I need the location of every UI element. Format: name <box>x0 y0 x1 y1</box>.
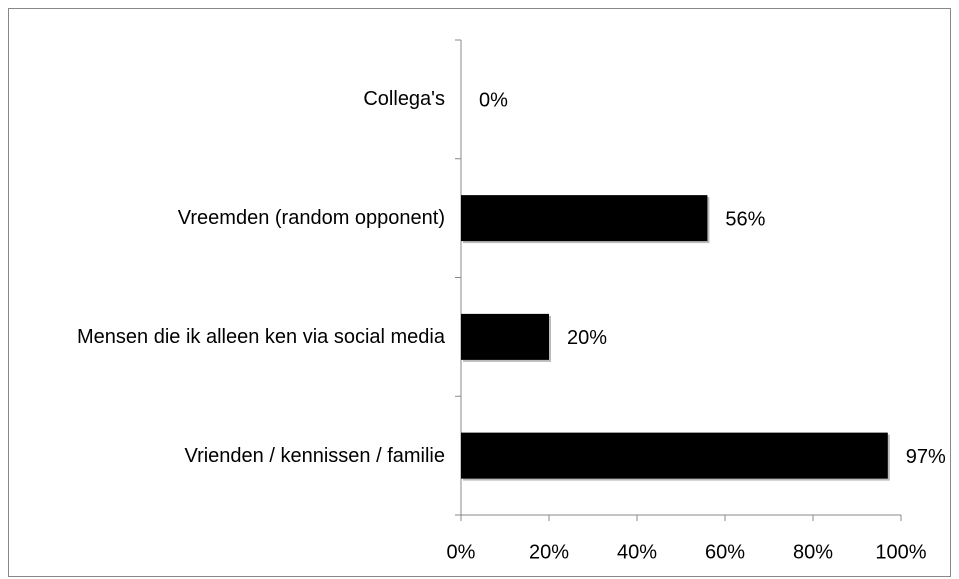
chart-border <box>8 8 951 577</box>
category-text: Vrienden / kennissen / familie <box>184 444 445 467</box>
bar <box>461 432 888 479</box>
x-tick-label: 0% <box>447 541 476 563</box>
value-label: 56% <box>725 208 765 230</box>
bar <box>461 313 549 360</box>
category-text: Collega's <box>363 88 445 111</box>
category-label: Collega's <box>10 40 445 159</box>
x-tick-label: 80% <box>793 541 833 563</box>
x-tick-label: 40% <box>617 541 657 563</box>
category-text: Vreemden (random opponent) <box>177 207 445 230</box>
category-label: Vreemden (random opponent) <box>10 159 445 278</box>
x-tick-label: 20% <box>529 541 569 563</box>
category-text: Mensen die ik alleen ken via social medi… <box>77 325 445 348</box>
value-label: 97% <box>906 446 946 468</box>
category-label: Mensen die ik alleen ken via social medi… <box>10 278 445 397</box>
bar <box>461 195 708 242</box>
value-label: 20% <box>567 327 607 349</box>
category-label: Vrienden / kennissen / familie <box>10 396 445 515</box>
value-label: 0% <box>479 90 508 112</box>
x-tick-label: 100% <box>875 541 926 563</box>
x-tick-label: 60% <box>705 541 745 563</box>
